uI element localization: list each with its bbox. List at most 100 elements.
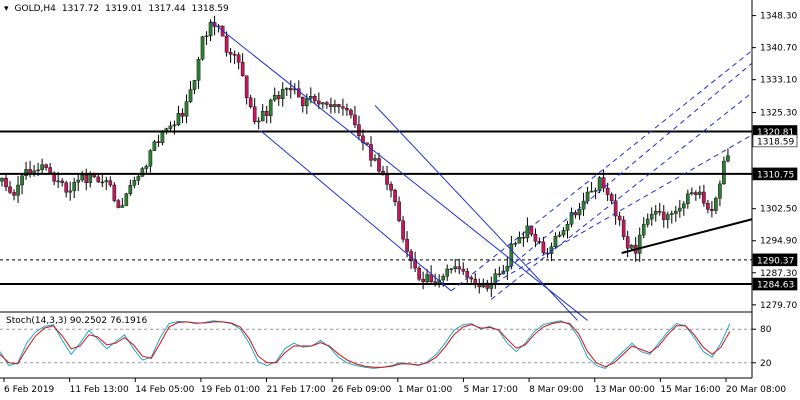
open-value: 1317.72 [61, 4, 100, 14]
price-label-text: 1310.75 [757, 170, 794, 180]
stoch-tick-label: 20 [760, 359, 772, 369]
time-tick-label: 20 Mar 08:00 [726, 385, 786, 395]
candle-body [669, 213, 674, 215]
candle-body [637, 234, 642, 254]
price-label-text: 1320.81 [757, 128, 794, 138]
candle-body [641, 224, 646, 236]
candle-body [722, 160, 726, 185]
candle-body [357, 124, 361, 137]
candle-body [505, 265, 510, 272]
candle-body [369, 144, 373, 161]
candle-body [88, 173, 93, 183]
candle-body [453, 266, 458, 270]
candle-body [128, 185, 133, 194]
time-tick-label: 11 Feb 13:00 [70, 385, 129, 395]
candle-body [581, 200, 586, 210]
price-label-text: 1290.37 [757, 256, 794, 266]
candle-body [244, 75, 249, 98]
candle-body [657, 210, 662, 213]
candle-body [533, 233, 538, 242]
candle-body [80, 174, 85, 181]
candle-body [706, 203, 710, 210]
time-tick-label: 19 Feb 01:00 [201, 385, 260, 395]
stoch-tick-label: 80 [760, 325, 772, 335]
channel-1-lower-line[interactable] [260, 130, 452, 292]
dropdown-triangle-icon[interactable]: ▾ [4, 4, 9, 14]
candle-body [333, 104, 337, 107]
candle-body [389, 184, 393, 191]
chart-header: ▾ GOLD,H4 1317.72 1319.01 1317.44 1318.59 [4, 4, 235, 14]
candle-body [280, 89, 285, 99]
candle-body [569, 212, 574, 225]
stoch-d-line [0, 321, 731, 368]
rising-channel-1-line[interactable] [450, 50, 753, 292]
candle-body [521, 237, 526, 239]
candle-body [168, 125, 173, 129]
price-label-box [752, 277, 798, 291]
candle-body [682, 203, 686, 209]
candle-body [621, 219, 626, 237]
price-label-box [752, 167, 798, 181]
price-plot-area[interactable] [0, 15, 753, 321]
candle-body [148, 150, 153, 167]
rising-channel-3-line[interactable] [495, 134, 753, 283]
candle-body [72, 182, 76, 192]
candle-body [112, 184, 117, 201]
price-tick-label: 1279.70 [760, 301, 797, 311]
candle-body [613, 200, 618, 217]
rising-channel-2-line[interactable] [490, 92, 753, 300]
candle-body [341, 106, 345, 109]
candle-body [609, 194, 614, 202]
candle-body [461, 268, 466, 272]
symbol-label: GOLD,H4 [14, 4, 56, 14]
price-tick-label: 1333.10 [760, 76, 797, 86]
candle-body [200, 36, 205, 60]
candle-body [393, 190, 397, 203]
price-tick-label: 1294.90 [760, 237, 797, 247]
candle-body [673, 210, 678, 214]
candle-body [188, 89, 193, 102]
candle-body [68, 190, 72, 193]
candle-body [385, 174, 389, 185]
time-tick-label: 21 Feb 17:00 [267, 385, 326, 395]
candle-body [317, 100, 321, 105]
candle-body [268, 99, 273, 116]
candle-body [517, 237, 522, 244]
candle-body [605, 187, 610, 195]
candle-body [421, 279, 425, 283]
candle-body [56, 180, 60, 183]
channel-1-upper-line[interactable] [210, 20, 588, 321]
candle-body [497, 273, 502, 275]
candle-body [345, 108, 349, 111]
price-tick-label: 1302.50 [760, 205, 797, 215]
channel-2-upper-line[interactable] [374, 105, 578, 321]
candle-body [686, 193, 690, 205]
candle-body [557, 234, 562, 237]
candle-body [702, 191, 706, 204]
candle-body [710, 209, 714, 211]
candle-body [601, 177, 606, 189]
candle-body [172, 124, 177, 127]
candle-body [248, 97, 253, 107]
candle-body [661, 211, 666, 220]
candle-body [288, 87, 293, 91]
stochastic-plot-area[interactable] [0, 320, 752, 369]
candle-body [132, 180, 137, 186]
rising-channel-4-line[interactable] [501, 62, 753, 275]
candle-body [224, 35, 229, 53]
candle-body [553, 236, 558, 247]
candle-body [690, 192, 694, 195]
candle-body [329, 104, 333, 107]
candle-body [309, 96, 313, 99]
candle-body [4, 177, 8, 188]
candle-body [48, 167, 52, 174]
candle-body [228, 52, 233, 55]
support-trend-line[interactable] [621, 218, 753, 254]
time-tick-label: 5 Mar 17:00 [463, 385, 518, 395]
time-tick-label: 13 Mar 00:00 [595, 385, 655, 395]
candle-body [108, 180, 113, 186]
price-tick-label: 1287.30 [760, 269, 797, 279]
candle-body [325, 102, 329, 105]
candle-body [236, 54, 241, 63]
